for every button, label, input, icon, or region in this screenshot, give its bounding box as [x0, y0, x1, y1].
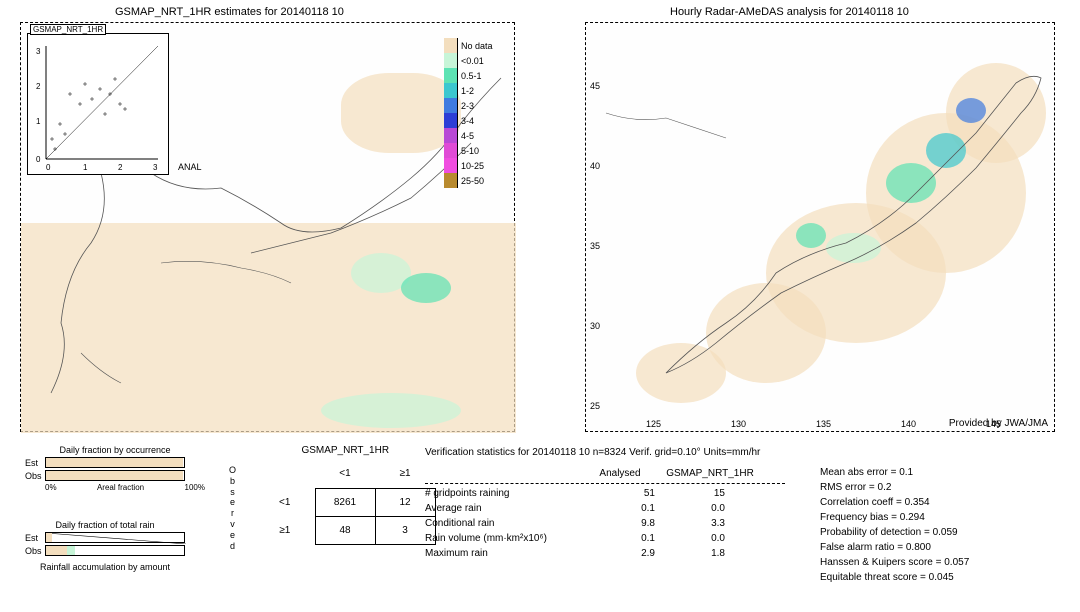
- svg-text:0: 0: [46, 163, 51, 172]
- score-row: False alarm ratio = 0.800: [820, 540, 969, 555]
- verif-row: Rain volume (mm·km²x10⁶)0.10.0: [425, 531, 785, 546]
- ct-cell-00: 8261: [315, 488, 375, 516]
- score-row: RMS error = 0.2: [820, 480, 969, 495]
- y-tick: 25: [590, 401, 600, 411]
- axis-100pct: 100%: [185, 483, 205, 492]
- score-row: Correlation coeff = 0.354: [820, 495, 969, 510]
- verif-row: Maximum rain2.91.8: [425, 546, 785, 561]
- svg-text:1: 1: [83, 163, 88, 172]
- ct-title: GSMAP_NRT_1HR: [255, 445, 436, 456]
- est-label-2: Est: [25, 533, 45, 543]
- verif-row: # gridpoints raining5115: [425, 486, 785, 501]
- y-tick: 40: [590, 161, 600, 171]
- verif-col-analysed: Analysed: [585, 466, 655, 481]
- ct-grid: <1 ≥1 <1 8261 12 ≥1 48 3: [255, 460, 436, 545]
- ct-col-0: <1: [315, 460, 375, 488]
- verif-title: Verification statistics for 20140118 10 …: [425, 445, 785, 460]
- left-map-title: GSMAP_NRT_1HR estimates for 20140118 10: [115, 6, 344, 18]
- score-row: Frequency bias = 0.294: [820, 510, 969, 525]
- legend-item: 0.5-1: [444, 68, 504, 83]
- axis-mid: Areal fraction: [97, 483, 144, 492]
- fraction-totalrain-bars: Daily fraction of total rain Est Obs Rai…: [25, 520, 185, 574]
- occurrence-title: Daily fraction by occurrence: [25, 445, 205, 455]
- colorbar-legend: No data<0.010.5-11-22-33-44-55-1010-2525…: [444, 38, 504, 188]
- est-label: Est: [25, 458, 45, 468]
- verif-row: Average rain0.10.0: [425, 501, 785, 516]
- inset-title: GSMAP_NRT_1HR: [30, 24, 106, 35]
- x-tick: 140: [901, 419, 916, 429]
- x-tick: 130: [731, 419, 746, 429]
- svg-text:1: 1: [36, 117, 41, 126]
- svg-text:2: 2: [36, 82, 41, 91]
- svg-text:3: 3: [153, 163, 158, 172]
- est-occurrence-bar: [45, 457, 185, 468]
- obs-occurrence-bar: [45, 470, 185, 481]
- fraction-occurrence-bars: Daily fraction by occurrence Est Obs 0% …: [25, 445, 205, 492]
- inset-scatter: GSMAP_NRT_1HR 0 1 2 3 0 1 2 3 ANAL: [27, 33, 169, 175]
- legend-item: 1-2: [444, 83, 504, 98]
- legend-item: 10-25: [444, 158, 504, 173]
- contingency-table: GSMAP_NRT_1HR Observed <1 ≥1 <1 8261 12 …: [255, 445, 436, 545]
- ct-side-label: Observed: [229, 465, 236, 551]
- legend-item: No data: [444, 38, 504, 53]
- right-map-panel: Provided by JWA/JMA 12513013514014525303…: [585, 22, 1055, 432]
- totalrain-title: Daily fraction of total rain: [25, 520, 185, 530]
- verif-col-estimate: GSMAP_NRT_1HR: [655, 466, 765, 481]
- verification-stats: Verification statistics for 20140118 10 …: [425, 445, 785, 561]
- est-totalrain-bar: [45, 532, 185, 543]
- score-row: Mean abs error = 0.1: [820, 465, 969, 480]
- svg-text:3: 3: [36, 47, 41, 56]
- score-row: Probability of detection = 0.059: [820, 525, 969, 540]
- verif-row: Conditional rain9.83.3: [425, 516, 785, 531]
- x-tick: 145: [986, 419, 1001, 429]
- legend-item: 25-50: [444, 173, 504, 188]
- y-tick: 45: [590, 81, 600, 91]
- obs-label-2: Obs: [25, 546, 45, 556]
- left-map-panel: GSMAP_NRT_1HR 0 1 2 3 0 1 2 3 ANAL: [20, 22, 515, 432]
- svg-text:2: 2: [118, 163, 123, 172]
- bottom-section: Daily fraction by occurrence Est Obs 0% …: [0, 445, 1080, 610]
- ct-row-1: ≥1: [255, 516, 315, 544]
- legend-item: 5-10: [444, 143, 504, 158]
- legend-item: <0.01: [444, 53, 504, 68]
- right-map-title: Hourly Radar-AMeDAS analysis for 2014011…: [670, 6, 909, 18]
- score-row: Equitable threat score = 0.045: [820, 570, 969, 585]
- axis-0pct: 0%: [45, 483, 57, 492]
- right-coastline: [586, 23, 1056, 433]
- legend-item: 4-5: [444, 128, 504, 143]
- obs-label: Obs: [25, 471, 45, 481]
- inset-x-label: ANAL: [178, 162, 202, 172]
- y-tick: 35: [590, 241, 600, 251]
- score-row: Hanssen & Kuipers score = 0.057: [820, 555, 969, 570]
- x-tick: 125: [646, 419, 661, 429]
- svg-text:0: 0: [36, 155, 41, 164]
- y-tick: 30: [590, 321, 600, 331]
- dashed-separator: [425, 483, 785, 484]
- ct-row-0: <1: [255, 488, 315, 516]
- obs-totalrain-bar: [45, 545, 185, 556]
- legend-item: 3-4: [444, 113, 504, 128]
- accumulation-title: Rainfall accumulation by amount: [25, 562, 185, 572]
- scores-list: Mean abs error = 0.1RMS error = 0.2Corre…: [820, 465, 969, 585]
- inset-svg: 0 1 2 3 0 1 2 3: [28, 34, 170, 176]
- x-tick: 135: [816, 419, 831, 429]
- ct-cell-10: 48: [315, 516, 375, 544]
- legend-item: 2-3: [444, 98, 504, 113]
